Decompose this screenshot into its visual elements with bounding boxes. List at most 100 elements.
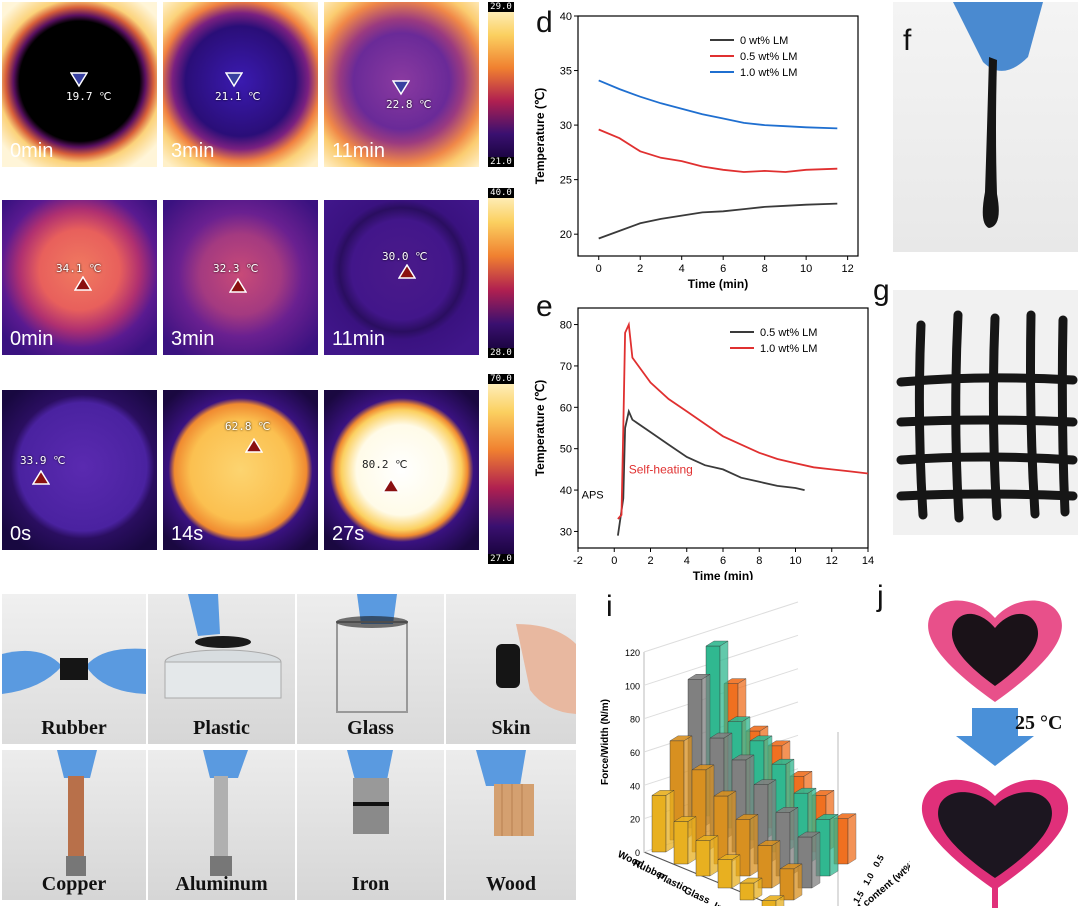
bar-side — [727, 790, 737, 865]
photo-aluminum: Aluminum — [148, 750, 295, 900]
colorbar-max: 40.0 — [488, 188, 514, 198]
panel-label-e: e — [536, 290, 553, 323]
colorbar-a: 29.0 21.0 — [488, 2, 514, 167]
x-tick-label: 8 — [762, 263, 768, 275]
material-label: Wood — [485, 873, 537, 895]
series-line-0-wt-LM — [598, 202, 838, 240]
temp-reading: 21.1 ℃ — [215, 90, 261, 103]
bar-top — [735, 814, 759, 820]
time-label: 0min — [10, 140, 54, 162]
chart-e-self-heating: -2 0 2 4 6 8 10 12 14 30 40 50 60 70 80 Time (min) Tempe… — [533, 307, 874, 580]
thermal-tile-b0: 34.1 ℃ 0min — [2, 200, 157, 355]
y-tick-label: 40 — [560, 485, 572, 497]
bar-side — [709, 835, 719, 877]
bar-top — [691, 764, 715, 771]
legend-label: 0 wt% LM — [740, 35, 788, 47]
colorbar-c: 70.0 27.0 — [488, 374, 514, 564]
bar-top — [687, 674, 711, 680]
cursor-triangle-icon — [70, 72, 88, 88]
bar-front — [779, 868, 795, 901]
cursor-triangle-icon — [398, 264, 416, 279]
photo-iron: Iron — [297, 750, 444, 900]
x-tick-label: 4 — [679, 263, 685, 275]
x-tick-label: 6 — [720, 263, 726, 275]
series-line-0-5-wt-LM — [617, 408, 805, 536]
z-tick-label: 20 — [630, 815, 640, 825]
x-tick-label: 0 — [611, 555, 617, 567]
x-tick-label: 4 — [684, 555, 690, 567]
bar-top — [779, 863, 803, 870]
bar-top — [731, 754, 755, 761]
y-tick-label: 35 — [560, 66, 572, 78]
bar-top — [705, 640, 729, 647]
photo-skin: Skin — [446, 594, 576, 744]
plot-frame — [577, 15, 859, 257]
series-line-1-0-wt-LM — [617, 321, 869, 520]
y-tick-label: 30 — [560, 120, 572, 132]
z-tick-label: 100 — [625, 681, 640, 691]
category-label: Iron — [712, 901, 734, 906]
cursor-triangle-icon — [32, 470, 50, 485]
colorbar-min: 28.0 — [488, 348, 514, 358]
cursor-triangle-icon — [382, 478, 400, 493]
y-tick-label: 70 — [560, 361, 572, 373]
glass-beaker-icon — [336, 594, 408, 713]
bar-top — [745, 725, 769, 732]
thermal-tile-c1: 62.8 ℃ 14s — [163, 390, 318, 550]
y-tick-label: 60 — [560, 402, 572, 414]
z-tick-label: 80 — [630, 715, 640, 725]
material-label: Skin — [491, 717, 531, 739]
material-label: Rubber — [41, 717, 107, 739]
photo-glass: Glass — [297, 594, 444, 744]
cursor-triangle-icon — [229, 278, 247, 293]
y-tick-label: 50 — [560, 444, 572, 456]
y-tick-label: 20 — [560, 229, 572, 241]
panel-label-g: g — [873, 274, 890, 307]
z-tick-label: 120 — [625, 648, 640, 658]
bar-top — [651, 790, 675, 796]
thermal-tile-a0: 19.7 ℃ 0min — [2, 2, 157, 167]
temp-reading: 62.8 ℃ — [225, 420, 271, 433]
y-tick-label: 80 — [560, 320, 572, 332]
cursor-triangle-icon — [245, 438, 263, 453]
printed-lattice-icon — [896, 310, 1078, 523]
x-tick-label: 2 — [647, 555, 653, 567]
y-tick-label: 30 — [560, 526, 572, 538]
panel-label-j: j — [877, 580, 884, 613]
x-tick-label: 6 — [720, 555, 726, 567]
time-label: 3min — [171, 328, 215, 350]
thermal-tile-b2: 30.0 ℃ 11min — [324, 200, 479, 355]
aluminum-strip-icon — [203, 750, 248, 876]
x-tick-label: 10 — [789, 555, 801, 567]
bar-front — [651, 795, 667, 853]
bar-top — [723, 678, 747, 684]
bar-top — [713, 790, 737, 797]
lm-tick-label: 1.0 — [861, 871, 876, 887]
panel-label-d: d — [536, 6, 553, 39]
temp-reading: 33.9 ℃ — [20, 454, 66, 467]
thermal-tile-c2: 80.2 ℃ 27s — [324, 390, 479, 550]
bar-top — [695, 835, 719, 841]
time-label: 0min — [10, 328, 54, 350]
time-label: 3min — [171, 140, 215, 162]
temp-reading: 19.7 ℃ — [66, 90, 112, 103]
bar-front — [695, 840, 711, 877]
bar-side — [829, 813, 839, 877]
temp-reading: 22.8 ℃ — [386, 98, 432, 111]
glove-holding-sample-icon — [953, 2, 1043, 228]
bar-top — [709, 732, 733, 739]
bar-top — [793, 787, 817, 794]
x-tick-label: 2 — [637, 263, 643, 275]
bar-top — [775, 807, 799, 813]
legend-label: 0.5 wt% LM — [740, 51, 797, 63]
bar-top — [771, 758, 795, 765]
legend-label: 1.0 wt% LM — [740, 67, 797, 79]
thermal-tile-b1: 32.3 ℃ 3min — [163, 200, 318, 355]
x-tick-label: 12 — [826, 555, 838, 567]
material-label: Glass — [347, 717, 394, 739]
bar-front — [739, 882, 755, 901]
bar-top — [727, 716, 751, 722]
annotation-aps: APS — [582, 489, 604, 501]
bar-front — [717, 859, 733, 889]
